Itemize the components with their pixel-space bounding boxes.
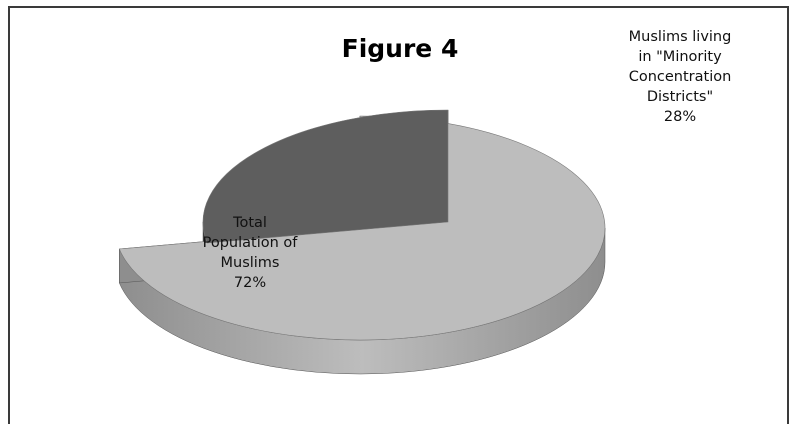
label-line: in "Minority	[638, 49, 722, 65]
slice-label-total: Total Population of Muslims 72%	[180, 213, 320, 293]
chart-title: Figure 4	[341, 34, 459, 63]
label-line: Population of	[202, 235, 298, 251]
label-line: Muslims living	[628, 29, 732, 45]
label-line: 72%	[233, 275, 267, 291]
pie-slice	[202, 109, 449, 244]
label-line: Concentration	[628, 69, 732, 85]
label-line: Districts"	[646, 89, 714, 105]
slice-label-minority: Muslims living in "Minority Concentratio…	[590, 27, 770, 127]
label-line: Total	[233, 215, 267, 231]
label-line: 28%	[663, 109, 697, 125]
label-line: Muslims	[220, 255, 280, 271]
